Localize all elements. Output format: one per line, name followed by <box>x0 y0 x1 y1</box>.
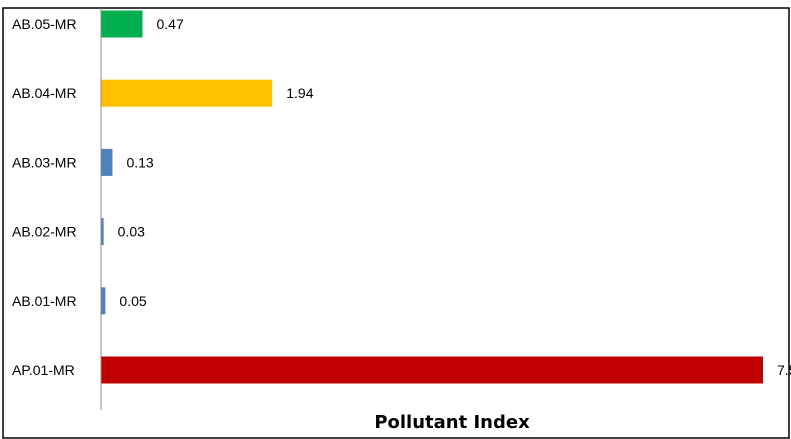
value-label: 0.47 <box>156 16 183 32</box>
labels-layer: AB.05-MR 0.47 AB.04-MR 1.94 AB.03-MR 0.13 AB.0… <box>12 16 791 378</box>
bar-ab-05-mr <box>101 10 143 38</box>
value-label: 0.05 <box>119 293 146 309</box>
value-label: 7.5 <box>777 362 791 378</box>
category-label: AB.01-MR <box>12 293 77 309</box>
category-label: AB.02-MR <box>12 224 77 240</box>
category-label: AP.01-MR <box>12 362 75 378</box>
bar-ab-03-mr <box>101 148 113 176</box>
category-label: AB.03-MR <box>12 154 77 170</box>
bar-ab-02-mr <box>101 218 104 246</box>
bars-layer <box>101 10 763 384</box>
value-label: 0.03 <box>118 224 145 240</box>
value-label: 0.13 <box>126 154 153 170</box>
bar-ab-01-mr <box>101 287 106 315</box>
category-label: AB.04-MR <box>12 85 77 101</box>
bar-ab-04-mr <box>101 79 273 107</box>
x-axis-title: Pollutant Index <box>374 412 530 433</box>
chart-border <box>2 7 790 439</box>
bar-ap-01-mr <box>101 356 763 384</box>
value-label: 1.94 <box>286 85 313 101</box>
category-label: AB.05-MR <box>12 16 77 32</box>
